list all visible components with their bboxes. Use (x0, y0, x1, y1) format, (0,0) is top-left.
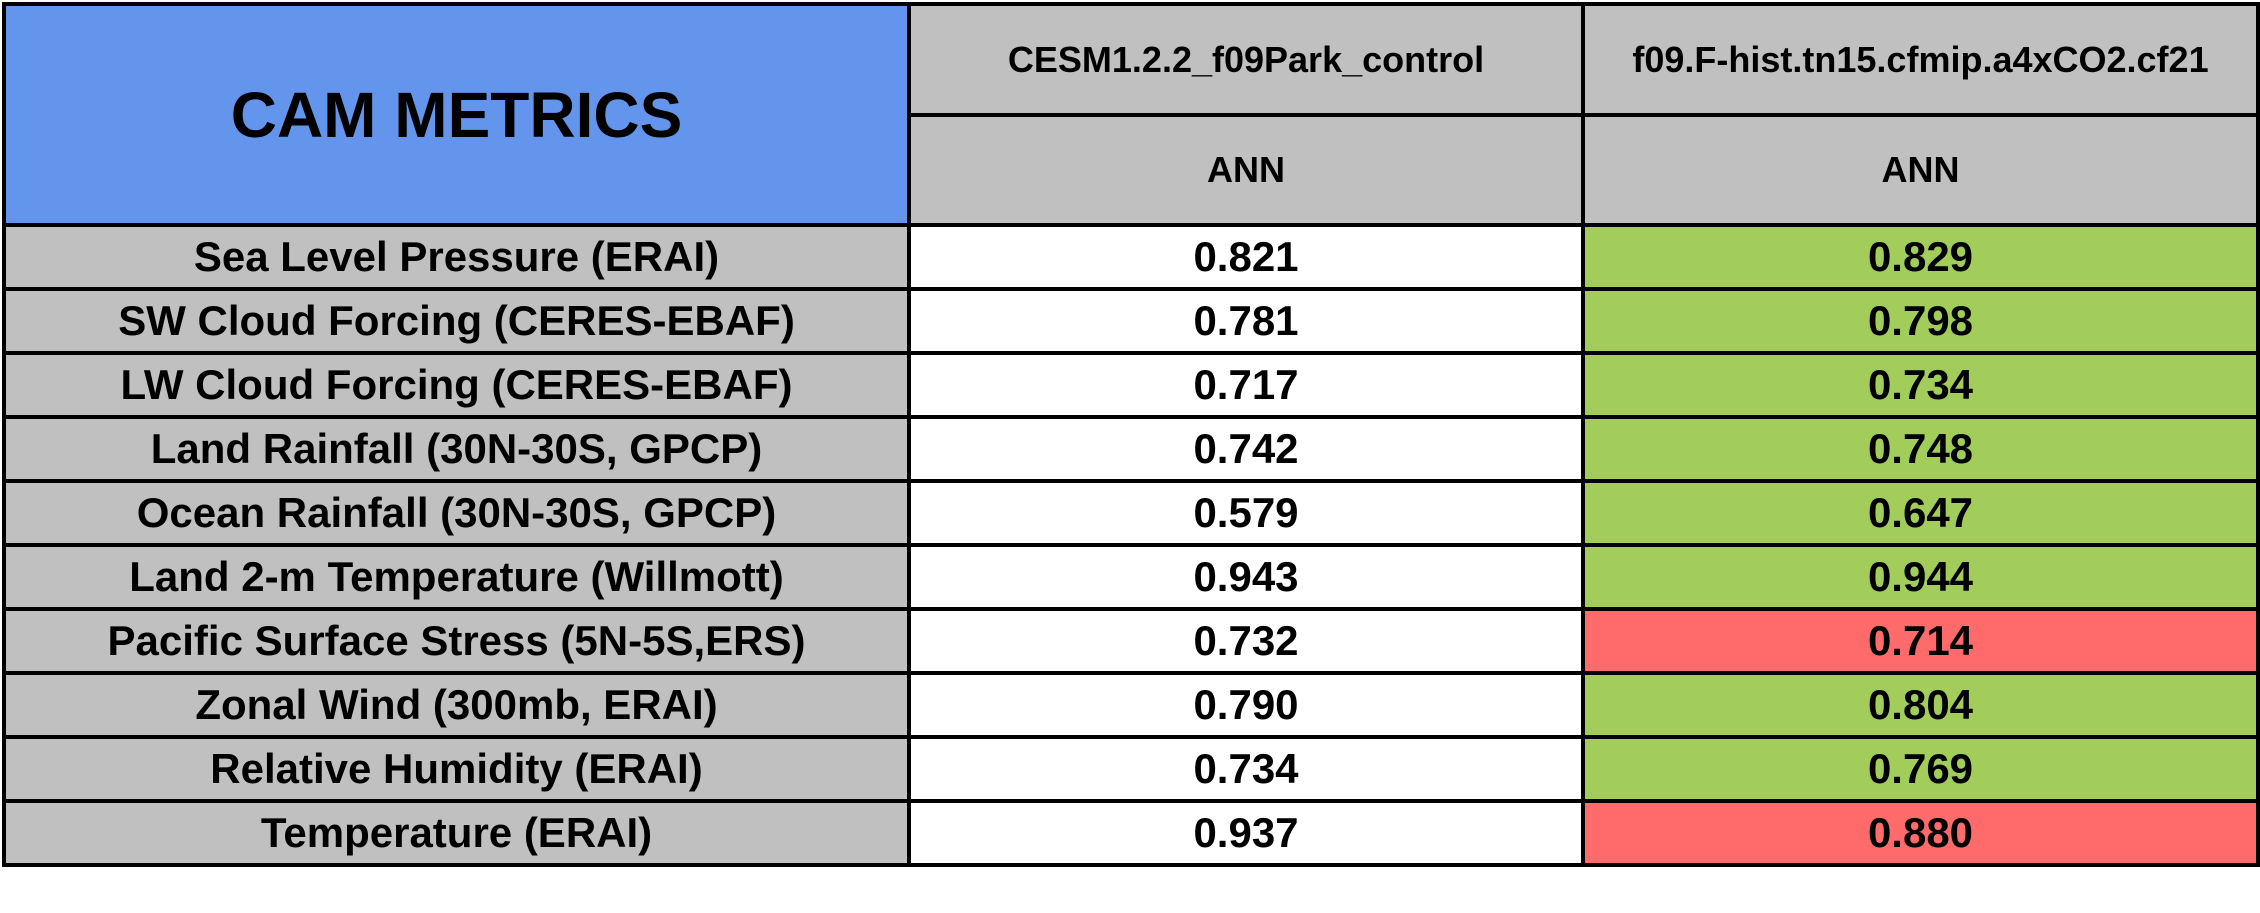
table-title: CAM METRICS (2, 2, 911, 227)
metric-label: Sea Level Pressure (ERAI) (2, 223, 911, 291)
table-row: Pacific Surface Stress (5N-5S,ERS) 0.732… (2, 607, 2260, 675)
metric-label: SW Cloud Forcing (CERES-EBAF) (2, 287, 911, 355)
metric-value-experiment: 0.748 (1581, 415, 2260, 483)
metric-value-experiment: 0.804 (1581, 671, 2260, 739)
column-subheader-season-experiment: ANN (1581, 113, 2260, 227)
metric-label: Land Rainfall (30N-30S, GPCP) (2, 415, 911, 483)
metric-value-experiment: 0.647 (1581, 479, 2260, 547)
table-row: Land Rainfall (30N-30S, GPCP) 0.742 0.74… (2, 415, 2260, 483)
metric-value-experiment: 0.714 (1581, 607, 2260, 675)
table-header: CAM METRICS CESM1.2.2_f09Park_control f0… (2, 2, 2260, 227)
table-row: SW Cloud Forcing (CERES-EBAF) 0.781 0.79… (2, 287, 2260, 355)
metric-label: Land 2-m Temperature (Willmott) (2, 543, 911, 611)
metric-value-control: 0.734 (907, 735, 1585, 803)
table-row: Sea Level Pressure (ERAI) 0.821 0.829 (2, 223, 2260, 291)
table-row: Temperature (ERAI) 0.937 0.880 (2, 799, 2260, 867)
metric-value-experiment: 0.829 (1581, 223, 2260, 291)
metric-value-control: 0.943 (907, 543, 1585, 611)
metric-value-control: 0.717 (907, 351, 1585, 419)
metric-value-experiment: 0.944 (1581, 543, 2260, 611)
metric-label: Pacific Surface Stress (5N-5S,ERS) (2, 607, 911, 675)
metric-label: Temperature (ERAI) (2, 799, 911, 867)
column-header-model-experiment: f09.F-hist.tn15.cfmip.a4xCO2.cf21 (1581, 2, 2260, 117)
table-row: Zonal Wind (300mb, ERAI) 0.790 0.804 (2, 671, 2260, 739)
header-row-seasons: ANN ANN (4, 113, 2260, 227)
table-row: LW Cloud Forcing (CERES-EBAF) 0.717 0.73… (2, 351, 2260, 419)
metric-label: Relative Humidity (ERAI) (2, 735, 911, 803)
column-subheader-season-control: ANN (907, 113, 1585, 227)
metrics-body: Sea Level Pressure (ERAI) 0.821 0.829 SW… (2, 223, 2260, 867)
metric-value-control: 0.790 (907, 671, 1585, 739)
metric-value-experiment: 0.734 (1581, 351, 2260, 419)
header-row-models: CAM METRICS CESM1.2.2_f09Park_control f0… (2, 2, 2260, 227)
cam-metrics-table: CAM METRICS CESM1.2.2_f09Park_control f0… (2, 2, 2260, 867)
metric-value-control: 0.579 (907, 479, 1585, 547)
metric-value-control: 0.821 (907, 223, 1585, 291)
metric-value-control: 0.732 (907, 607, 1585, 675)
column-header-model-control: CESM1.2.2_f09Park_control (907, 2, 1585, 117)
metric-value-control: 0.937 (907, 799, 1585, 867)
table-row: Ocean Rainfall (30N-30S, GPCP) 0.579 0.6… (2, 479, 2260, 547)
metric-label: Ocean Rainfall (30N-30S, GPCP) (2, 479, 911, 547)
table-row: Relative Humidity (ERAI) 0.734 0.769 (2, 735, 2260, 803)
metric-value-control: 0.781 (907, 287, 1585, 355)
table-row: Land 2-m Temperature (Willmott) 0.943 0.… (2, 543, 2260, 611)
metric-value-experiment: 0.769 (1581, 735, 2260, 803)
metric-value-experiment: 0.880 (1581, 799, 2260, 867)
metric-label: LW Cloud Forcing (CERES-EBAF) (2, 351, 911, 419)
metric-value-control: 0.742 (907, 415, 1585, 483)
metric-label: Zonal Wind (300mb, ERAI) (2, 671, 911, 739)
metric-value-experiment: 0.798 (1581, 287, 2260, 355)
